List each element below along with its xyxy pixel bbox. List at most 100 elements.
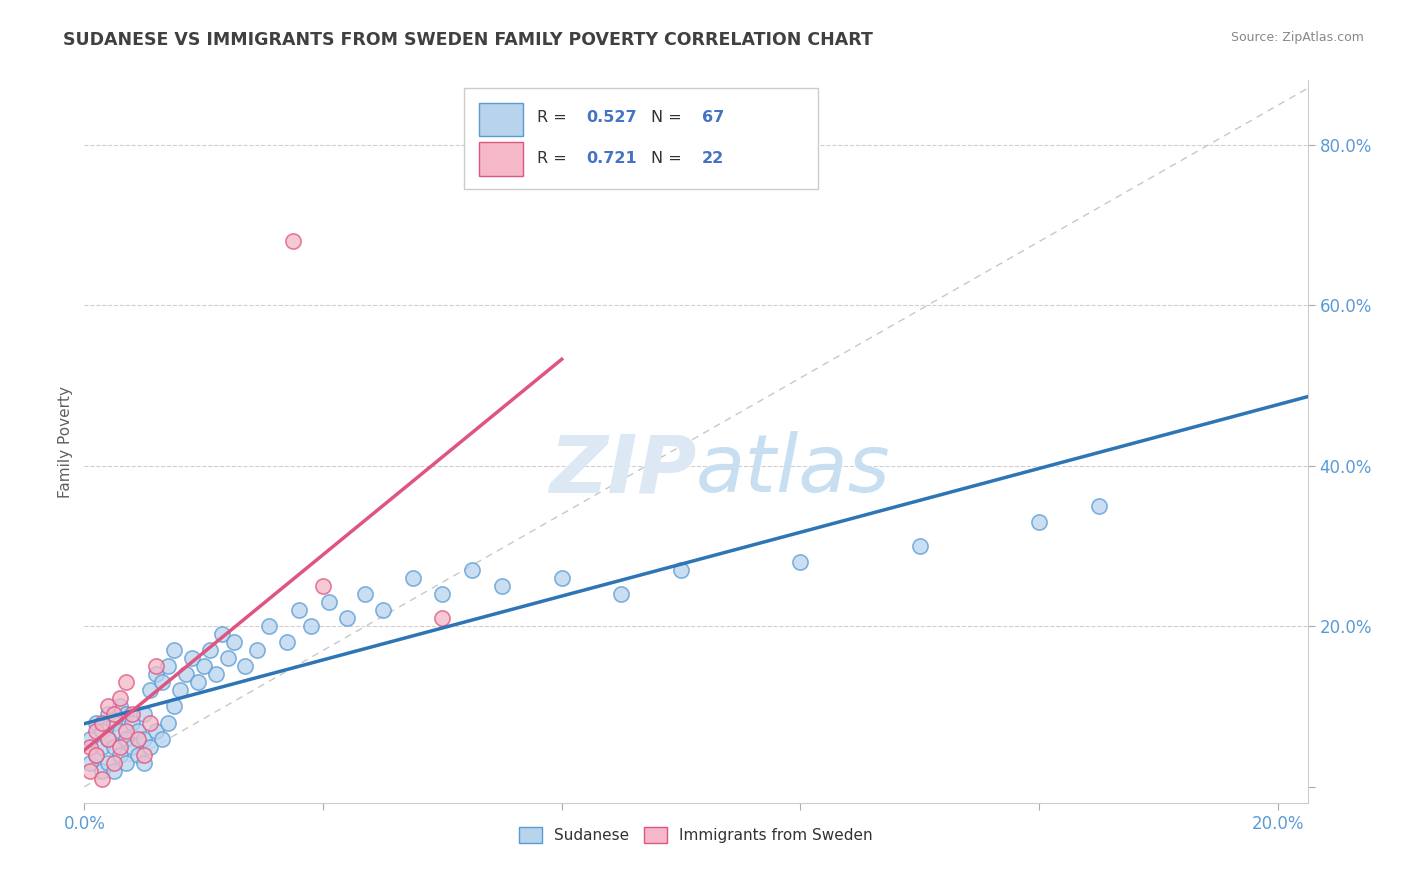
Text: 0.527: 0.527 bbox=[586, 111, 637, 126]
Point bbox=[79, 731, 101, 746]
Point bbox=[84, 747, 107, 762]
Point bbox=[432, 587, 454, 601]
Point bbox=[139, 715, 162, 730]
Point bbox=[551, 571, 574, 585]
Point bbox=[312, 579, 335, 593]
Point bbox=[132, 707, 155, 722]
Point bbox=[108, 699, 131, 714]
Point bbox=[145, 659, 167, 673]
Point bbox=[246, 643, 269, 657]
Point bbox=[283, 234, 305, 248]
Point bbox=[150, 675, 173, 690]
Point bbox=[145, 723, 167, 738]
Point bbox=[276, 635, 298, 649]
Point bbox=[103, 739, 125, 754]
Point bbox=[180, 651, 202, 665]
Point bbox=[789, 555, 811, 569]
Point bbox=[163, 699, 186, 714]
Point bbox=[91, 772, 114, 786]
Text: 0.721: 0.721 bbox=[586, 151, 637, 166]
Text: 22: 22 bbox=[702, 151, 724, 166]
Text: SUDANESE VS IMMIGRANTS FROM SWEDEN FAMILY POVERTY CORRELATION CHART: SUDANESE VS IMMIGRANTS FROM SWEDEN FAMIL… bbox=[63, 31, 873, 49]
Point bbox=[115, 756, 138, 770]
Point bbox=[97, 699, 120, 714]
Point bbox=[97, 731, 120, 746]
Point bbox=[610, 587, 633, 601]
Point bbox=[1028, 515, 1050, 529]
Point bbox=[79, 756, 101, 770]
Point bbox=[156, 659, 179, 673]
Point bbox=[259, 619, 281, 633]
Point bbox=[84, 723, 107, 738]
Point bbox=[103, 707, 125, 722]
Point bbox=[103, 756, 125, 770]
Point bbox=[432, 611, 454, 625]
Point bbox=[371, 603, 394, 617]
Point bbox=[1087, 499, 1109, 513]
Point bbox=[235, 659, 257, 673]
Point bbox=[174, 667, 197, 681]
Point bbox=[108, 739, 131, 754]
Text: ZIP: ZIP bbox=[548, 432, 696, 509]
Point bbox=[97, 731, 120, 746]
Point bbox=[103, 764, 125, 778]
Point bbox=[150, 731, 173, 746]
Point bbox=[669, 563, 692, 577]
Point bbox=[115, 707, 138, 722]
Point bbox=[132, 731, 155, 746]
Point bbox=[198, 643, 221, 657]
Point bbox=[127, 731, 149, 746]
Point bbox=[79, 764, 101, 778]
Point bbox=[115, 731, 138, 746]
Point bbox=[211, 627, 233, 641]
Point bbox=[222, 635, 245, 649]
Text: Source: ZipAtlas.com: Source: ZipAtlas.com bbox=[1230, 31, 1364, 45]
Point bbox=[163, 643, 186, 657]
Point bbox=[115, 675, 138, 690]
Point bbox=[204, 667, 226, 681]
Point bbox=[91, 739, 114, 754]
Point bbox=[121, 715, 143, 730]
Point bbox=[353, 587, 375, 601]
Point bbox=[127, 747, 149, 762]
Point bbox=[108, 747, 131, 762]
Text: N =: N = bbox=[651, 151, 686, 166]
Point bbox=[193, 659, 215, 673]
Point bbox=[79, 739, 101, 754]
Point bbox=[336, 611, 359, 625]
Text: N =: N = bbox=[651, 111, 686, 126]
Point bbox=[132, 756, 155, 770]
Text: 67: 67 bbox=[702, 111, 724, 126]
Legend: Sudanese, Immigrants from Sweden: Sudanese, Immigrants from Sweden bbox=[513, 821, 879, 849]
Text: R =: R = bbox=[537, 151, 572, 166]
FancyBboxPatch shape bbox=[479, 143, 523, 176]
Point bbox=[139, 683, 162, 698]
Point bbox=[908, 539, 931, 553]
Point bbox=[169, 683, 191, 698]
Point bbox=[288, 603, 311, 617]
Point bbox=[187, 675, 209, 690]
Point bbox=[121, 707, 143, 722]
Point bbox=[145, 667, 167, 681]
Point bbox=[97, 707, 120, 722]
Point bbox=[121, 739, 143, 754]
Point bbox=[491, 579, 513, 593]
Point bbox=[217, 651, 239, 665]
Point bbox=[156, 715, 179, 730]
Text: R =: R = bbox=[537, 111, 572, 126]
FancyBboxPatch shape bbox=[479, 103, 523, 136]
Point bbox=[139, 739, 162, 754]
Point bbox=[299, 619, 322, 633]
Point bbox=[97, 756, 120, 770]
Point bbox=[91, 764, 114, 778]
Point bbox=[84, 715, 107, 730]
Y-axis label: Family Poverty: Family Poverty bbox=[58, 385, 73, 498]
Point bbox=[91, 715, 114, 730]
Point bbox=[401, 571, 423, 585]
Point bbox=[115, 723, 138, 738]
Point bbox=[108, 723, 131, 738]
FancyBboxPatch shape bbox=[464, 87, 818, 189]
Point bbox=[103, 715, 125, 730]
Point bbox=[84, 747, 107, 762]
Point bbox=[91, 723, 114, 738]
